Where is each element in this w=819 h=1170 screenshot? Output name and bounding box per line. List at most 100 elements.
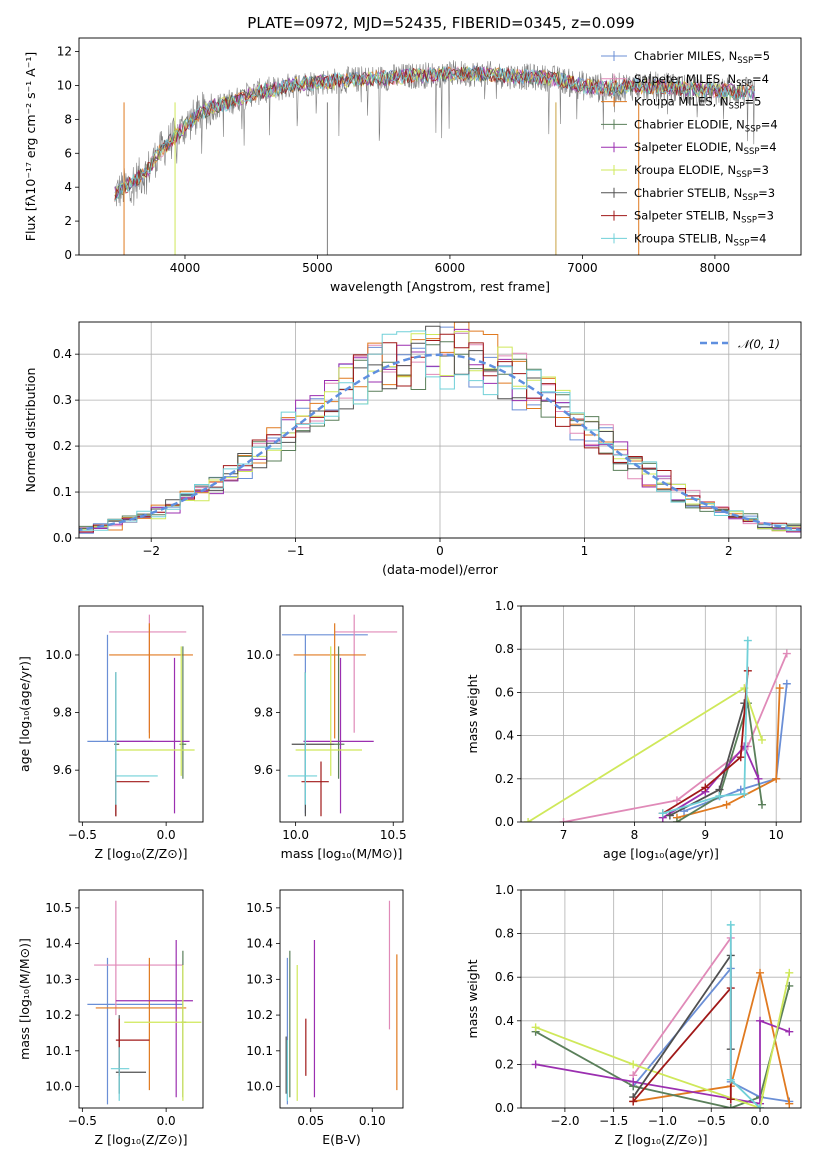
error-bar-point	[303, 657, 374, 814]
series-marker	[722, 800, 731, 809]
error-bar-point	[124, 965, 202, 1101]
y-tick-label: 10.1	[246, 1044, 273, 1058]
y-tick-label: 10.3	[45, 972, 72, 986]
x-tick-label: 8	[631, 828, 639, 842]
error-bar-point	[301, 761, 329, 817]
error-bar-point	[115, 672, 158, 805]
x-tick-label: 4000	[170, 261, 201, 275]
y-tick-label: 0.3	[53, 393, 72, 407]
series-marker	[782, 679, 791, 688]
series-marker	[715, 792, 724, 801]
x-tick-label: 0.0	[157, 828, 176, 842]
error-bar-point	[87, 634, 153, 742]
y-tick-label: 10.4	[246, 937, 273, 951]
error-bar-point	[115, 657, 190, 814]
legend: Chabrier MILES, NSSP=5 Salpeter MILES, NS…	[601, 49, 778, 248]
error-bar-point	[287, 672, 318, 805]
plot-area	[281, 614, 398, 817]
legend-entry: Kroupa ELODIE, NSSP=3	[634, 163, 769, 180]
series-line	[563, 653, 788, 822]
error-bar-point	[110, 1047, 130, 1101]
series-marker	[756, 1104, 765, 1108]
y-tick-label: 6	[64, 146, 72, 160]
y-tick-label: 0.0	[53, 531, 72, 545]
y-axis-label: mass weight	[465, 959, 480, 1038]
y-tick-label: 0.0	[495, 1101, 514, 1115]
normal-curve	[79, 353, 801, 532]
x-tick-label: 0.0	[157, 1114, 176, 1128]
series-line	[676, 688, 781, 819]
plot-area	[87, 900, 202, 1105]
chart-age_vs_Z: −0.5 0.0 9.6 9.8 10.0 Z [log₁₀(Z/Z⊙)] age [log…	[17, 605, 204, 861]
axes-frame	[520, 605, 802, 823]
error-bar-point	[115, 940, 193, 1098]
residual-histogram	[79, 330, 801, 534]
legend-entry: Chabrier STELIB, NSSP=3	[634, 186, 775, 203]
legend-entry: Kroupa STELIB, NSSP=4	[634, 231, 766, 248]
x-tick-label: −0.5	[68, 828, 97, 842]
plot-area	[114, 60, 755, 255]
x-tick-label: 9	[701, 828, 709, 842]
series-marker	[726, 1075, 735, 1084]
legend-entry: Salpeter ELODIE, NSSP=4	[634, 140, 777, 157]
series-marker	[775, 684, 784, 693]
series-line	[676, 702, 763, 822]
plot-area	[79, 322, 801, 536]
x-axis-label: Z [log₁₀(Z/Z⊙)]	[95, 1132, 188, 1147]
chart-age_vs_mass: 10.0 10.5 9.6 9.8 10.0 mass [log₁₀(M/M⊙)]	[246, 605, 407, 861]
series-line	[632, 935, 760, 1108]
y-tick-label: 10.2	[45, 1008, 72, 1022]
y-tick-label: 10.0	[246, 648, 273, 662]
series-marker	[658, 809, 667, 818]
y-tick-label: 9.8	[254, 706, 273, 720]
error-bar-point	[293, 623, 366, 739]
y-tick-label: 0.1	[53, 485, 72, 499]
y-axis-label: Flux [fλ10⁻¹⁷ erg cm⁻² s⁻¹ A⁻¹]	[23, 52, 38, 241]
axes-frame	[279, 605, 404, 823]
series-marker	[785, 1027, 794, 1036]
series-line	[683, 683, 788, 813]
x-tick-label: −1.5	[599, 1114, 628, 1128]
x-axis-label: Z [log₁₀(Z/Z⊙)]	[95, 846, 188, 861]
x-axis-label: E(B-V)	[322, 1132, 361, 1147]
y-tick-label: 8	[64, 112, 72, 126]
x-tick-label: 10	[769, 828, 784, 842]
series-marker	[772, 774, 781, 783]
legend-entry: Salpeter MILES, NSSP=4	[634, 72, 769, 89]
y-tick-label: 0.6	[495, 970, 514, 984]
y-tick-label: 9.6	[254, 763, 273, 777]
error-bar-point	[334, 646, 345, 779]
x-tick-label: −2.0	[550, 1114, 579, 1128]
legend-entry: Chabrier MILES, NSSP=5	[634, 49, 770, 66]
series-marker	[754, 774, 763, 783]
chart-mass_vs_EBV: 0.05 0.10 10.0 10.1 10.2 10.3 10.4 10.5 E(B-V)	[246, 889, 404, 1147]
series-marker	[785, 1099, 794, 1108]
axes-frame	[78, 37, 802, 256]
legend-entry: 𝒩(0, 1)	[738, 337, 780, 351]
series-line	[662, 670, 749, 815]
y-axis-label: Normed distribution	[23, 368, 38, 493]
error-bar-point	[115, 770, 150, 817]
x-tick-label: 8000	[700, 261, 731, 275]
series-marker	[758, 800, 767, 809]
y-tick-label: 4	[64, 180, 72, 194]
series-marker	[782, 649, 791, 658]
y-tick-label: 0.4	[495, 1014, 514, 1028]
error-bar-point	[87, 957, 183, 1105]
x-tick-label: 5000	[302, 261, 333, 275]
plot-area	[285, 900, 398, 1105]
y-tick-label: 10.4	[45, 937, 72, 951]
chart-spectrum: 4000 5000 6000 7000 8000 0 2 4 6 8 10 12 wavelength …	[23, 37, 802, 294]
x-tick-label: 7	[560, 828, 568, 842]
y-tick-label: 0.2	[495, 772, 514, 786]
x-tick-label: 6000	[435, 261, 466, 275]
series-marker	[672, 796, 681, 805]
series-marker	[743, 636, 752, 645]
y-tick-label: 0.6	[495, 685, 514, 699]
error-bar-point	[179, 646, 187, 779]
x-tick-label: −0.5	[68, 1114, 97, 1128]
series-line	[729, 924, 761, 1108]
y-axis-label: age [log₁₀(age/yr)]	[17, 656, 32, 772]
error-bar-point	[114, 672, 120, 817]
